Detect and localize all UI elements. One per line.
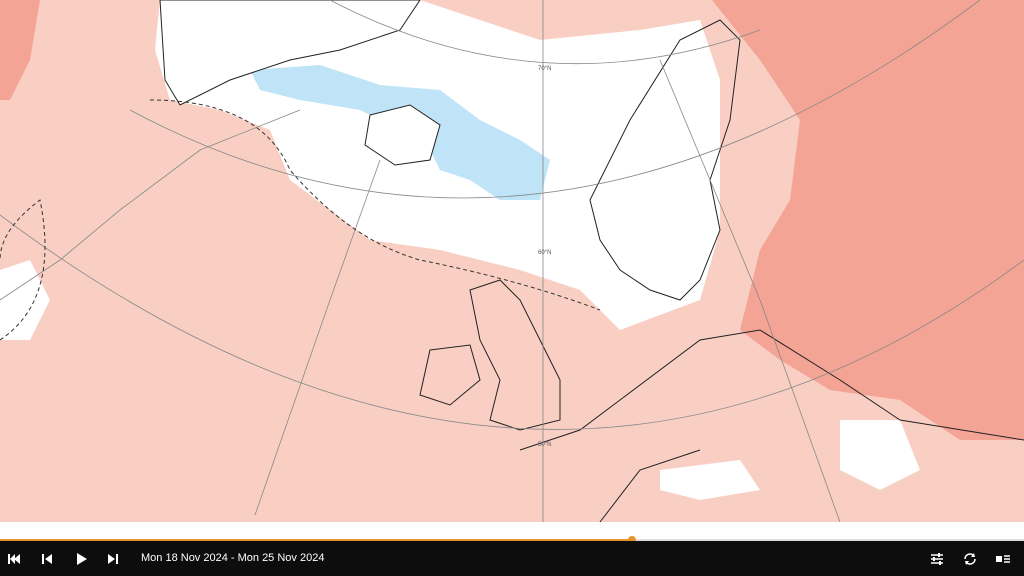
settings-button[interactable]: [928, 550, 946, 568]
first-button[interactable]: [5, 550, 23, 568]
meridian: [659, 59, 841, 522]
next-button[interactable]: [104, 550, 122, 568]
latitude-label: 60°N: [538, 250, 551, 256]
latitude-label: 50°N: [538, 442, 551, 448]
great-britain: [469, 279, 561, 431]
anomaly-map: 70°N 60°N 50°N: [0, 0, 1024, 522]
parallel: [329, 0, 761, 65]
greenland: [159, 0, 421, 106]
progress-area: [0, 522, 1024, 544]
latitude-label: 70°N: [538, 66, 551, 72]
neutral-patch: [0, 260, 50, 340]
loop-button[interactable]: [961, 550, 979, 568]
progress-knob[interactable]: [628, 536, 636, 544]
ireland: [419, 344, 481, 406]
progress-fill: [0, 539, 632, 541]
play-button[interactable]: [72, 550, 90, 568]
contour: [0, 99, 601, 341]
date-range: Mon 18 Nov 2024 - Mon 25 Nov 2024: [141, 552, 325, 564]
neutral-patch: [660, 420, 920, 500]
menu-button[interactable]: [994, 550, 1012, 568]
warm-anomaly-west: [0, 0, 40, 100]
cold-anomaly: [250, 65, 550, 200]
warm-anomaly-east: [712, 0, 1024, 440]
continental-coastline: [519, 329, 1024, 522]
parallel: [0, 214, 1024, 430]
meridian: [254, 159, 381, 516]
meridian: [0, 109, 301, 301]
parallel: [129, 0, 981, 199]
iceland: [364, 104, 441, 166]
control-bar: Mon 18 Nov 2024 - Mon 25 Nov 2024: [0, 541, 1024, 576]
previous-button[interactable]: [38, 550, 56, 568]
scandinavia: [589, 19, 741, 301]
